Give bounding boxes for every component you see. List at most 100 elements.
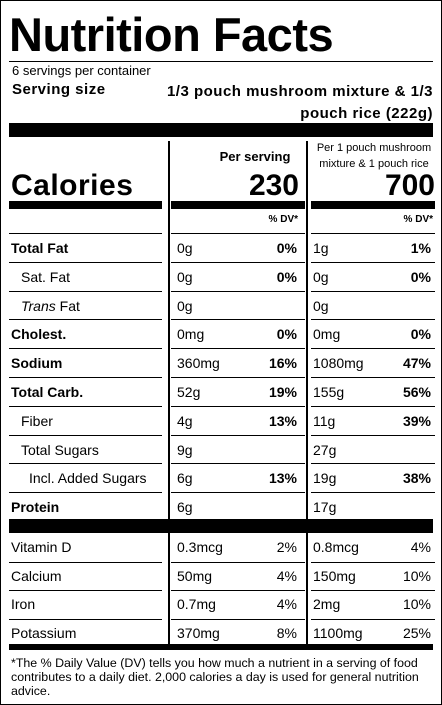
dv-per-pouch: 10%	[402, 567, 431, 584]
per-pouch-header-line1: Per 1 pouch mushroom	[316, 142, 432, 154]
dv-per-pouch: 56%	[402, 384, 431, 400]
dv-per-pouch: 0%	[410, 268, 431, 285]
amount-per-serving: 0.3mcg	[177, 539, 223, 555]
dv-per-pouch: 47%	[402, 355, 431, 372]
nutrient-name-text: Total Fat	[11, 240, 69, 256]
calories-bar-mid	[171, 201, 305, 209]
amount-per-serving: 6g	[177, 470, 193, 487]
row-rule	[311, 561, 435, 563]
amount-per-serving: 370mg	[177, 624, 220, 641]
serving-size-label: Serving size	[12, 81, 106, 98]
servings-per-container: 6 servings per container	[12, 63, 151, 78]
thick-divider-vitamins	[9, 519, 433, 533]
nutrient-name: Protein	[11, 499, 59, 516]
column-divider-1	[168, 141, 170, 644]
nutrient-name-text: Fiber	[21, 412, 53, 429]
dv-per-serving: 0%	[276, 326, 297, 343]
row-rule	[311, 319, 435, 321]
amount-per-pouch: 11g	[313, 412, 336, 429]
row-rule	[9, 434, 162, 436]
dv-per-serving: 0%	[276, 240, 297, 256]
row-rule	[311, 261, 435, 263]
amount-per-serving: 0g	[177, 297, 193, 314]
thick-divider-bottom	[9, 644, 433, 650]
dv-per-serving: 19%	[268, 384, 297, 400]
nutrient-name-text: Fat	[55, 297, 80, 314]
vitamin-name: Vitamin D	[11, 539, 72, 555]
calories-bar-left	[9, 201, 162, 209]
footnote: *The % Daily Value (DV) tells you how mu…	[11, 656, 419, 698]
row-rule	[311, 434, 435, 436]
nutrient-name: Total Sugars	[21, 442, 99, 459]
nutrient-name-text: Protein	[11, 499, 60, 516]
row-rule	[311, 233, 435, 234]
amount-per-pouch: 0.8mcg	[313, 539, 359, 555]
row-rule	[9, 233, 162, 234]
row-rule	[171, 434, 305, 436]
column-divider-2	[306, 141, 308, 644]
dv-per-serving: 8%	[276, 624, 297, 641]
amount-per-pouch: 150mg	[313, 567, 356, 584]
row-rule	[9, 290, 162, 292]
nutrient-name: Incl. Added Sugars	[29, 470, 147, 487]
dv-per-pouch: 39%	[402, 412, 431, 429]
row-rule	[9, 348, 162, 350]
row-rule	[171, 319, 305, 321]
amount-per-pouch: 27g	[313, 441, 337, 458]
amount-per-serving: 9g	[177, 441, 193, 458]
row-rule	[9, 618, 162, 620]
amount-per-pouch: 0mg	[313, 326, 341, 343]
nutrient-name: Trans Fat	[21, 298, 80, 315]
amount-per-serving: 0.7mg	[177, 596, 216, 612]
dv-per-pouch: 38%	[402, 470, 431, 487]
dv-per-serving: 13%	[268, 412, 297, 429]
nutrient-name-text: Total Sugars	[21, 441, 99, 458]
label-title: Nutrition Facts	[9, 8, 334, 61]
calories-bar-right	[311, 201, 435, 209]
row-rule	[9, 463, 162, 465]
per-pouch-header-line2: mixture & 1 pouch rice	[319, 158, 429, 170]
amount-per-serving: 360mg	[177, 355, 220, 372]
dv-per-pouch: 1%	[410, 240, 431, 256]
amount-per-serving: 50mg	[177, 567, 213, 584]
nutrient-name-text: Total Carb.	[11, 384, 84, 400]
dv-header-pouch: % DV*	[403, 214, 433, 225]
amount-per-pouch: 17g	[313, 499, 337, 516]
nutrient-name: Total Fat	[11, 240, 68, 257]
nutrient-name-text: Cholest.	[11, 326, 67, 343]
row-rule	[171, 590, 305, 591]
amount-per-serving: 4g	[177, 412, 193, 429]
amount-per-serving: 6g	[177, 499, 193, 516]
row-rule	[311, 405, 435, 407]
amount-per-pouch: 0g	[313, 268, 329, 285]
dv-per-serving: 16%	[268, 355, 297, 372]
dv-per-serving: 13%	[268, 470, 297, 487]
amount-per-pouch: 19g	[313, 470, 337, 487]
dv-per-serving: 2%	[276, 539, 297, 555]
dv-per-pouch: 4%	[410, 539, 431, 555]
row-rule	[311, 590, 435, 591]
dv-per-pouch: 25%	[402, 624, 431, 641]
nutrient-name: Cholest.	[11, 326, 66, 343]
row-rule	[311, 463, 435, 465]
amount-per-pouch: 1100mg	[313, 624, 363, 641]
row-rule	[171, 233, 305, 234]
calories-per-pouch: 700	[384, 169, 435, 202]
nutrient-name-text: Sat. Fat	[21, 268, 71, 285]
vitamin-name: Calcium	[11, 567, 62, 584]
dv-per-pouch: 10%	[402, 596, 431, 612]
nutrient-name-text: Sodium	[11, 355, 63, 372]
dv-per-serving: 4%	[276, 567, 297, 584]
row-rule	[171, 261, 305, 263]
row-rule	[171, 377, 305, 378]
row-rule	[171, 405, 305, 407]
vitamin-name: Iron	[11, 596, 36, 612]
row-rule	[311, 348, 435, 350]
row-rule	[171, 561, 305, 563]
row-rule	[9, 405, 162, 407]
vitamin-name: Potassium	[11, 624, 77, 641]
thick-divider-top	[9, 123, 433, 137]
dv-per-serving: 4%	[276, 596, 297, 612]
amount-per-serving: 0g	[177, 240, 193, 256]
